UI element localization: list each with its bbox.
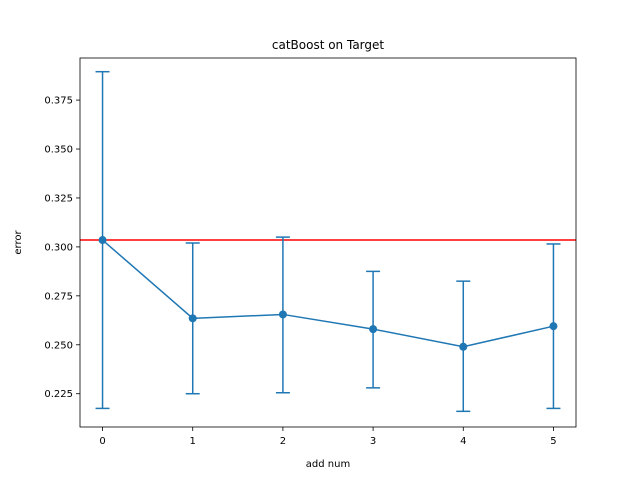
x-axis: 0 1 2 3 4 5 bbox=[99, 427, 557, 447]
x-tick-label: 5 bbox=[550, 436, 556, 447]
plot-area bbox=[80, 70, 576, 413]
data-point bbox=[188, 314, 197, 323]
x-tick-label: 2 bbox=[280, 436, 286, 447]
x-tick-label: 0 bbox=[99, 436, 105, 447]
y-tick-label: 0.225 bbox=[44, 389, 73, 400]
y-tick-label: 0.375 bbox=[44, 96, 73, 107]
y-tick-label: 0.325 bbox=[44, 193, 73, 204]
chart-title: catBoost on Target bbox=[272, 38, 385, 52]
data-point bbox=[98, 236, 107, 245]
data-point bbox=[459, 342, 468, 351]
axes-frame bbox=[79, 57, 577, 428]
y-axis-label: error bbox=[13, 230, 24, 255]
x-tick-label: 3 bbox=[370, 436, 376, 447]
y-tick-label: 0.275 bbox=[44, 291, 73, 302]
data-point bbox=[278, 310, 287, 319]
series-line bbox=[102, 239, 554, 348]
y-tick-label: 0.250 bbox=[44, 340, 73, 351]
data-point bbox=[369, 325, 378, 334]
x-tick-label: 1 bbox=[190, 436, 196, 447]
x-axis-label: add num bbox=[306, 459, 350, 470]
y-tick-label: 0.350 bbox=[44, 145, 73, 156]
data-point bbox=[549, 322, 558, 331]
y-axis: 0.225 0.250 0.275 0.300 0.325 0.350 0.375 bbox=[44, 96, 80, 400]
y-tick-label: 0.300 bbox=[44, 242, 73, 253]
x-tick-label: 4 bbox=[460, 436, 466, 447]
